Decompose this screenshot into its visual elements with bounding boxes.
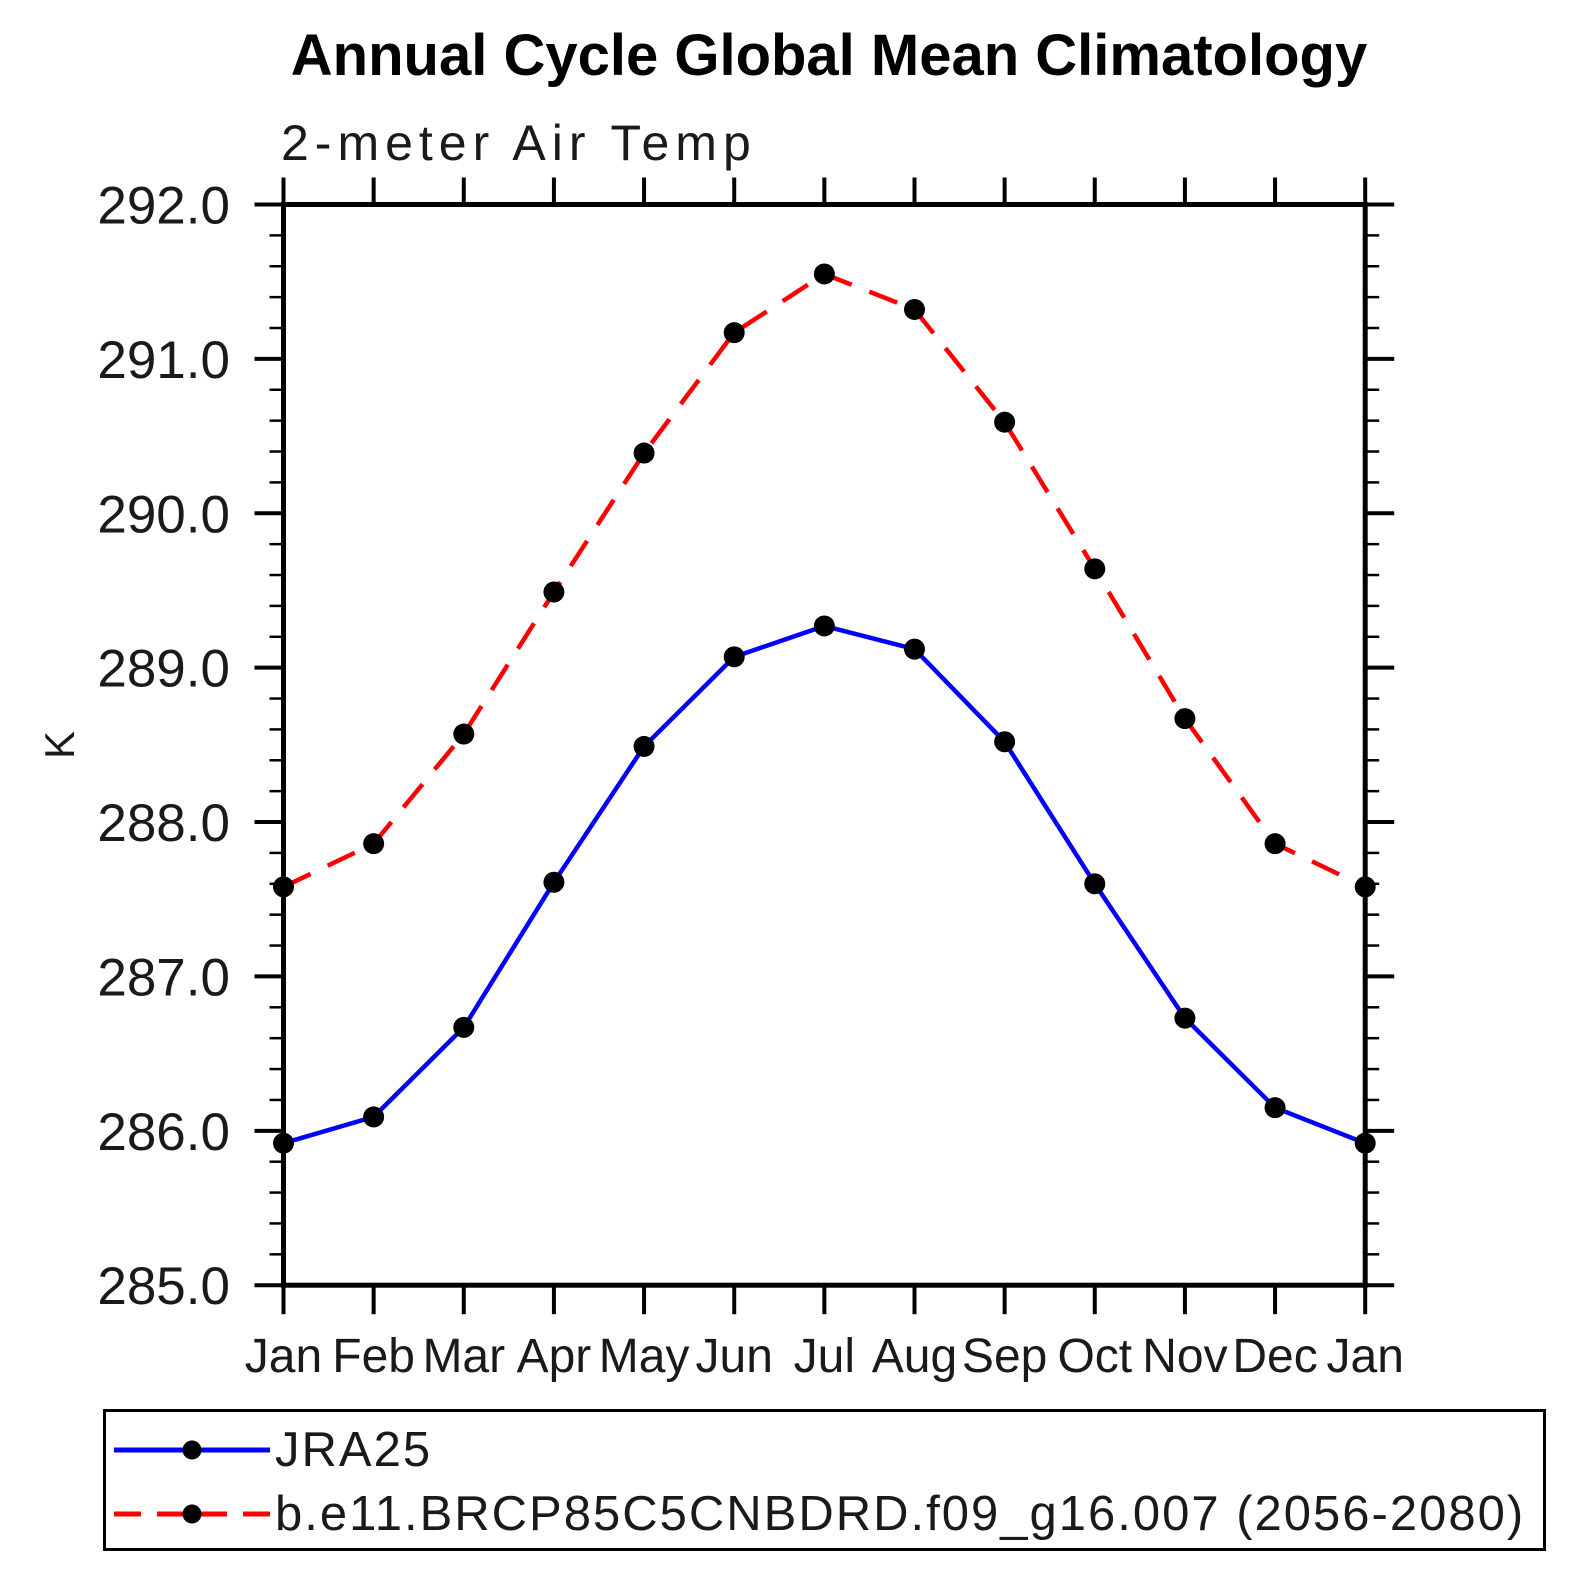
data-point-series-0 [1084,873,1106,895]
x-tick-label: Aug [872,1330,957,1383]
y-tick-label: 287.0 [97,948,230,1007]
x-tick-label: Mar [422,1330,505,1383]
data-point-series-0 [813,615,835,637]
data-point-series-0 [723,646,745,668]
data-point-series-0 [633,735,655,757]
axis-ticks [254,177,1395,1315]
x-tick-label: Nov [1142,1330,1227,1383]
data-point-series-1 [1084,558,1106,580]
data-point-series-0 [1174,1007,1196,1029]
data-point-series-0 [1264,1097,1286,1119]
chart-title: Annual Cycle Global Mean Climatology [290,23,1368,88]
legend-item-jra25: JRA25 [111,1423,432,1477]
data-point-series-1 [363,833,385,855]
data-point-series-1 [453,723,475,745]
legend-line-sample-dashed [114,1504,270,1524]
data-point-series-0 [453,1016,475,1038]
data-point-series-1 [633,442,655,464]
data-point-series-1 [543,581,565,603]
legend-label-jra25: JRA25 [275,1423,433,1477]
axis-tick-labels: 292.0 291.0 290.0 289.0 288.0 287.0 286.0 285.0… [97,177,1404,1384]
data-series [273,263,1376,1154]
x-tick-label: Oct [1057,1330,1132,1383]
x-tick-label: Jan [1327,1330,1404,1383]
x-tick-label: Jul [794,1330,855,1383]
y-tick-label: 291.0 [97,331,230,390]
x-tick-label: Dec [1232,1330,1317,1383]
series-line-1 [282,271,1367,889]
x-tick-label: Sep [962,1330,1047,1383]
x-tick-label: May [599,1330,690,1383]
data-point-series-0 [363,1106,385,1128]
data-point-series-0 [543,871,565,893]
legend-line-sample-solid [114,1440,270,1460]
y-tick-label: 288.0 [97,794,230,853]
series-line-0 [282,623,1367,1146]
data-point-series-1 [1174,708,1196,730]
x-tick-label: Feb [332,1330,415,1383]
x-tick-label: Apr [517,1330,592,1383]
legend-label-model: b.e11.BRCP85C5CNBDRD.f09_g16.007 (2056-2… [275,1487,1526,1541]
data-point-series-1 [903,298,925,320]
data-point-series-1 [994,411,1016,433]
y-tick-label: 289.0 [97,640,230,699]
chart-subtitle: 2-meter Air Temp [281,115,757,171]
data-point-series-1 [723,322,745,344]
data-point-series-1 [813,263,835,285]
data-point-series-1 [1264,833,1286,855]
x-tick-label: Jan [245,1330,322,1383]
legend-item-model: b.e11.BRCP85C5CNBDRD.f09_g16.007 (2056-2… [111,1487,1525,1541]
plot-frame [281,202,1368,1288]
x-tick-label: Jun [696,1330,773,1383]
legend-box: JRA25 b.e11.BRCP85C5CNBDRD.f09_g16.007 (… [103,1409,1546,1551]
y-tick-label: 292.0 [97,177,230,236]
y-tick-label: 290.0 [97,485,230,544]
data-point-series-0 [903,638,925,660]
data-point-series-0 [994,731,1016,753]
y-tick-label: 286.0 [97,1103,230,1162]
y-tick-label: 285.0 [97,1257,230,1316]
